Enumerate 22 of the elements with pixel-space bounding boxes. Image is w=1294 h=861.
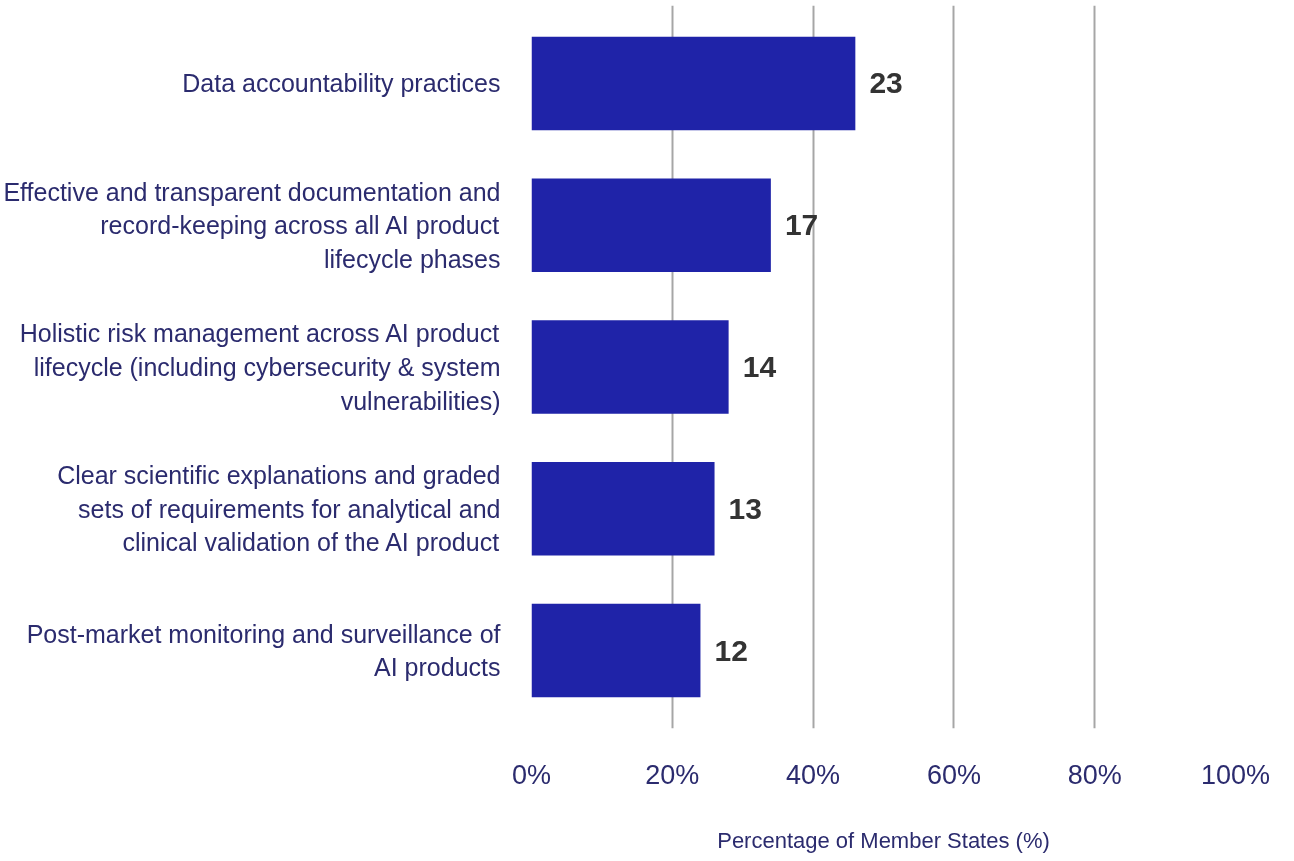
y-tick-label: Holistic risk management across AI product lifecycle (including cybersecurity & system vulnerabilities) bbox=[19, 319, 501, 415]
y-tick-label: Post-market monitoring and surveillance of AI products bbox=[26, 619, 501, 682]
y-tick-label: Effective and transparent documentation and record-keeping across all AI product lifecycle phases bbox=[3, 177, 501, 273]
bar bbox=[531, 320, 729, 414]
x-tick-label: 20% bbox=[645, 759, 700, 790]
x-tick-label: 80% bbox=[1067, 759, 1122, 790]
annotation: 17 bbox=[784, 208, 819, 242]
bar bbox=[531, 603, 701, 698]
x-tick-label: 0% bbox=[511, 759, 552, 790]
annotation: 23 bbox=[869, 66, 903, 100]
y-tick-label: Data accountability practices bbox=[182, 69, 501, 98]
bar bbox=[531, 461, 715, 556]
y-tick-label: Clear scientific explanations and graded sets of requirements for analytical and clinical validation of the AI product bbox=[57, 461, 501, 557]
x-tick-label: 60% bbox=[926, 759, 981, 790]
bar bbox=[531, 178, 771, 273]
bar bbox=[531, 36, 856, 131]
x-tick-label: 40% bbox=[786, 759, 841, 790]
annotation: 12 bbox=[714, 633, 748, 667]
x-tick-label: 100% bbox=[1200, 759, 1271, 790]
annotation: 13 bbox=[728, 491, 762, 525]
x-axis-title: Percentage of Member States (%) bbox=[717, 827, 1050, 853]
annotation: 14 bbox=[742, 350, 777, 383]
